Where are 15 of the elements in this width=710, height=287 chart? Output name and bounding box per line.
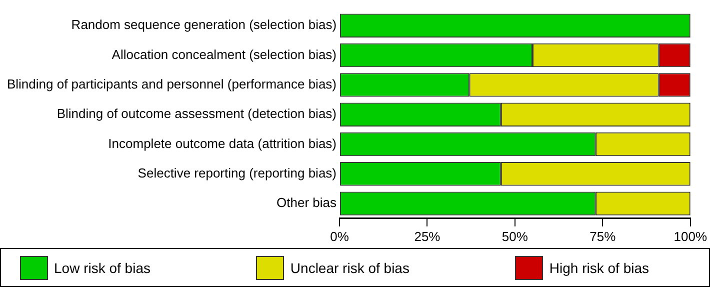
x-tick-label: 0% <box>330 228 350 244</box>
y-tick-label: Blinding of outcome assessment (detection bias) <box>56 106 337 122</box>
x-tick-label: 75% <box>590 228 616 244</box>
y-tick-label: Allocation concealment (selection bias) <box>112 46 337 62</box>
x-tick-label: 25% <box>414 228 441 244</box>
legend-label: High risk of bias <box>549 260 649 276</box>
y-tick-label: Incomplete outcome data (attrition bias) <box>108 136 337 151</box>
y-tick-label: Random sequence generation (selection bias) <box>71 17 337 32</box>
y-tick-label: Blinding of participants and personnel (performance bias) <box>6 76 337 92</box>
legend-label: Low risk of bias <box>54 260 150 276</box>
x-tick-label: 50% <box>502 228 528 244</box>
y-tick-label: Selective reporting (reporting bias) <box>138 165 337 180</box>
x-tick-label: 100% <box>674 228 708 244</box>
legend-label: Unclear risk of bias <box>290 260 410 276</box>
y-tick-label: Other bias <box>276 195 338 210</box>
